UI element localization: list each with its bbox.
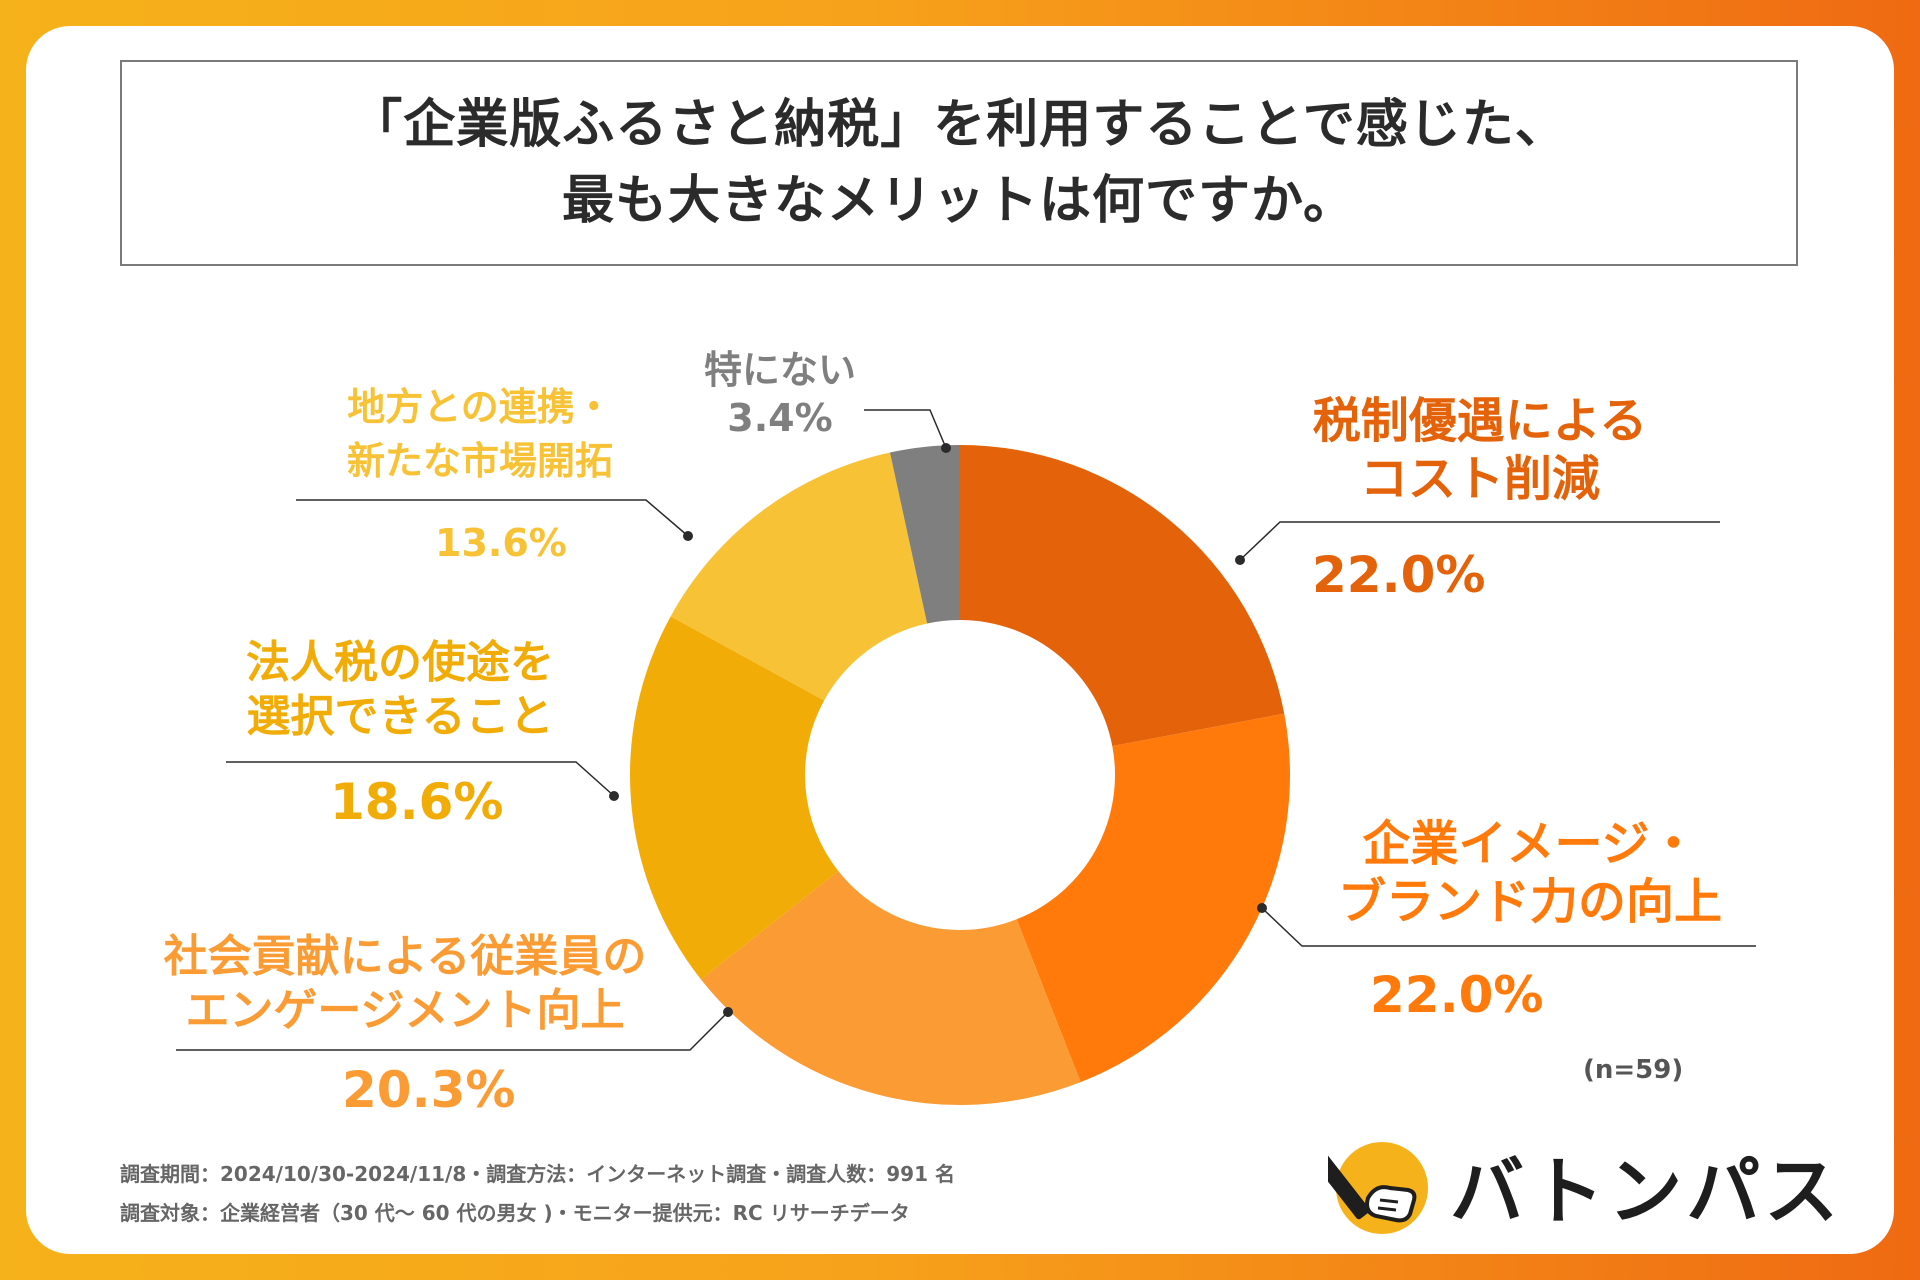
- leader-line-none: [864, 409, 947, 449]
- leader-dot-tax-usage-choice: [609, 791, 619, 801]
- sample-size: (n=59): [1583, 1055, 1684, 1085]
- donut-slice-employee-engagement: [700, 871, 1081, 1105]
- label-regional-partnership-line1: 地方との連携・: [347, 385, 613, 429]
- leader-dot-none: [941, 443, 951, 453]
- value-none: 3.4%: [727, 396, 833, 440]
- leader-dot-employee-engagement: [723, 1007, 733, 1017]
- leader-line-regional-partnership: [296, 499, 689, 537]
- label-employee-engagement-line1: 社会貢献による従業員の: [163, 931, 647, 982]
- leader-line-employee-engagement: [176, 1011, 729, 1051]
- leader-dot-brand-image: [1257, 903, 1267, 913]
- donut-slice-tax-usage-choice: [629, 616, 839, 980]
- label-tax-usage-choice-line1: 法人税の使途を: [246, 637, 554, 688]
- leader-line-tax-cost-reduction: [1239, 521, 1720, 561]
- title-line-1: 「企業版ふるさと納税」を利用することで感じた、: [350, 95, 1568, 155]
- leader-dot-tax-cost-reduction: [1235, 555, 1245, 565]
- donut-slice-tax-cost-reduction: [960, 445, 1285, 747]
- label-tax-cost-reduction-line2: コスト削減: [1359, 451, 1600, 507]
- leader-line-brand-image: [1261, 907, 1756, 947]
- value-regional-partnership: 13.6%: [435, 521, 567, 565]
- title-box: 「企業版ふるさと納税」を利用することで感じた、 最も大きなメリットは何ですか。: [120, 60, 1798, 266]
- donut-slice-none: [889, 445, 960, 624]
- donut-slice-regional-partnership: [670, 452, 928, 701]
- label-employee-engagement-line2: エンゲージメント向上: [185, 985, 625, 1036]
- value-tax-cost-reduction: 22.0%: [1312, 546, 1486, 604]
- label-none: 特にない 3.4%: [690, 346, 870, 442]
- value-brand-image: 22.0%: [1370, 966, 1544, 1024]
- value-tax-usage-choice: 18.6%: [330, 773, 504, 831]
- survey-note-1: 調査期間：2024/10/30-2024/11/8・調査方法：インターネット調査…: [120, 1162, 955, 1186]
- donut-slice-brand-image: [1016, 713, 1290, 1083]
- title-line-2: 最も大きなメリットは何ですか。: [562, 171, 1356, 231]
- label-none-line1: 特にない: [703, 348, 856, 392]
- label-tax-usage-choice: 法人税の使途を 選択できること: [220, 636, 580, 744]
- leader-line-tax-usage-choice: [226, 761, 615, 797]
- label-regional-partnership: 地方との連携・ 新たな市場開拓: [320, 380, 640, 488]
- brand-logo: バトンパス: [1328, 1132, 1842, 1239]
- label-employee-engagement: 社会貢献による従業員の エンゲージメント向上: [130, 930, 680, 1038]
- label-regional-partnership-line2: 新たな市場開拓: [346, 439, 613, 483]
- survey-note-2: 調査対象：企業経営者（30 代〜 60 代の男女 )・モニター提供元：RC リサ…: [120, 1201, 910, 1225]
- label-brand-image: 企業イメージ・ ブランド力の向上: [1290, 815, 1770, 931]
- value-employee-engagement: 20.3%: [342, 1061, 516, 1119]
- label-tax-cost-reduction: 税制優遇による コスト削減: [1260, 392, 1700, 508]
- leader-dot-regional-partnership: [683, 531, 693, 541]
- label-tax-cost-reduction-line1: 税制優遇による: [1312, 393, 1648, 449]
- baton-hand-icon: [1328, 1141, 1428, 1234]
- label-brand-image-line1: 企業イメージ・: [1362, 816, 1698, 872]
- label-brand-image-line2: ブランド力の向上: [1337, 874, 1722, 930]
- brand-name: バトンパス: [1450, 1149, 1843, 1235]
- label-tax-usage-choice-line2: 選択できること: [246, 691, 554, 742]
